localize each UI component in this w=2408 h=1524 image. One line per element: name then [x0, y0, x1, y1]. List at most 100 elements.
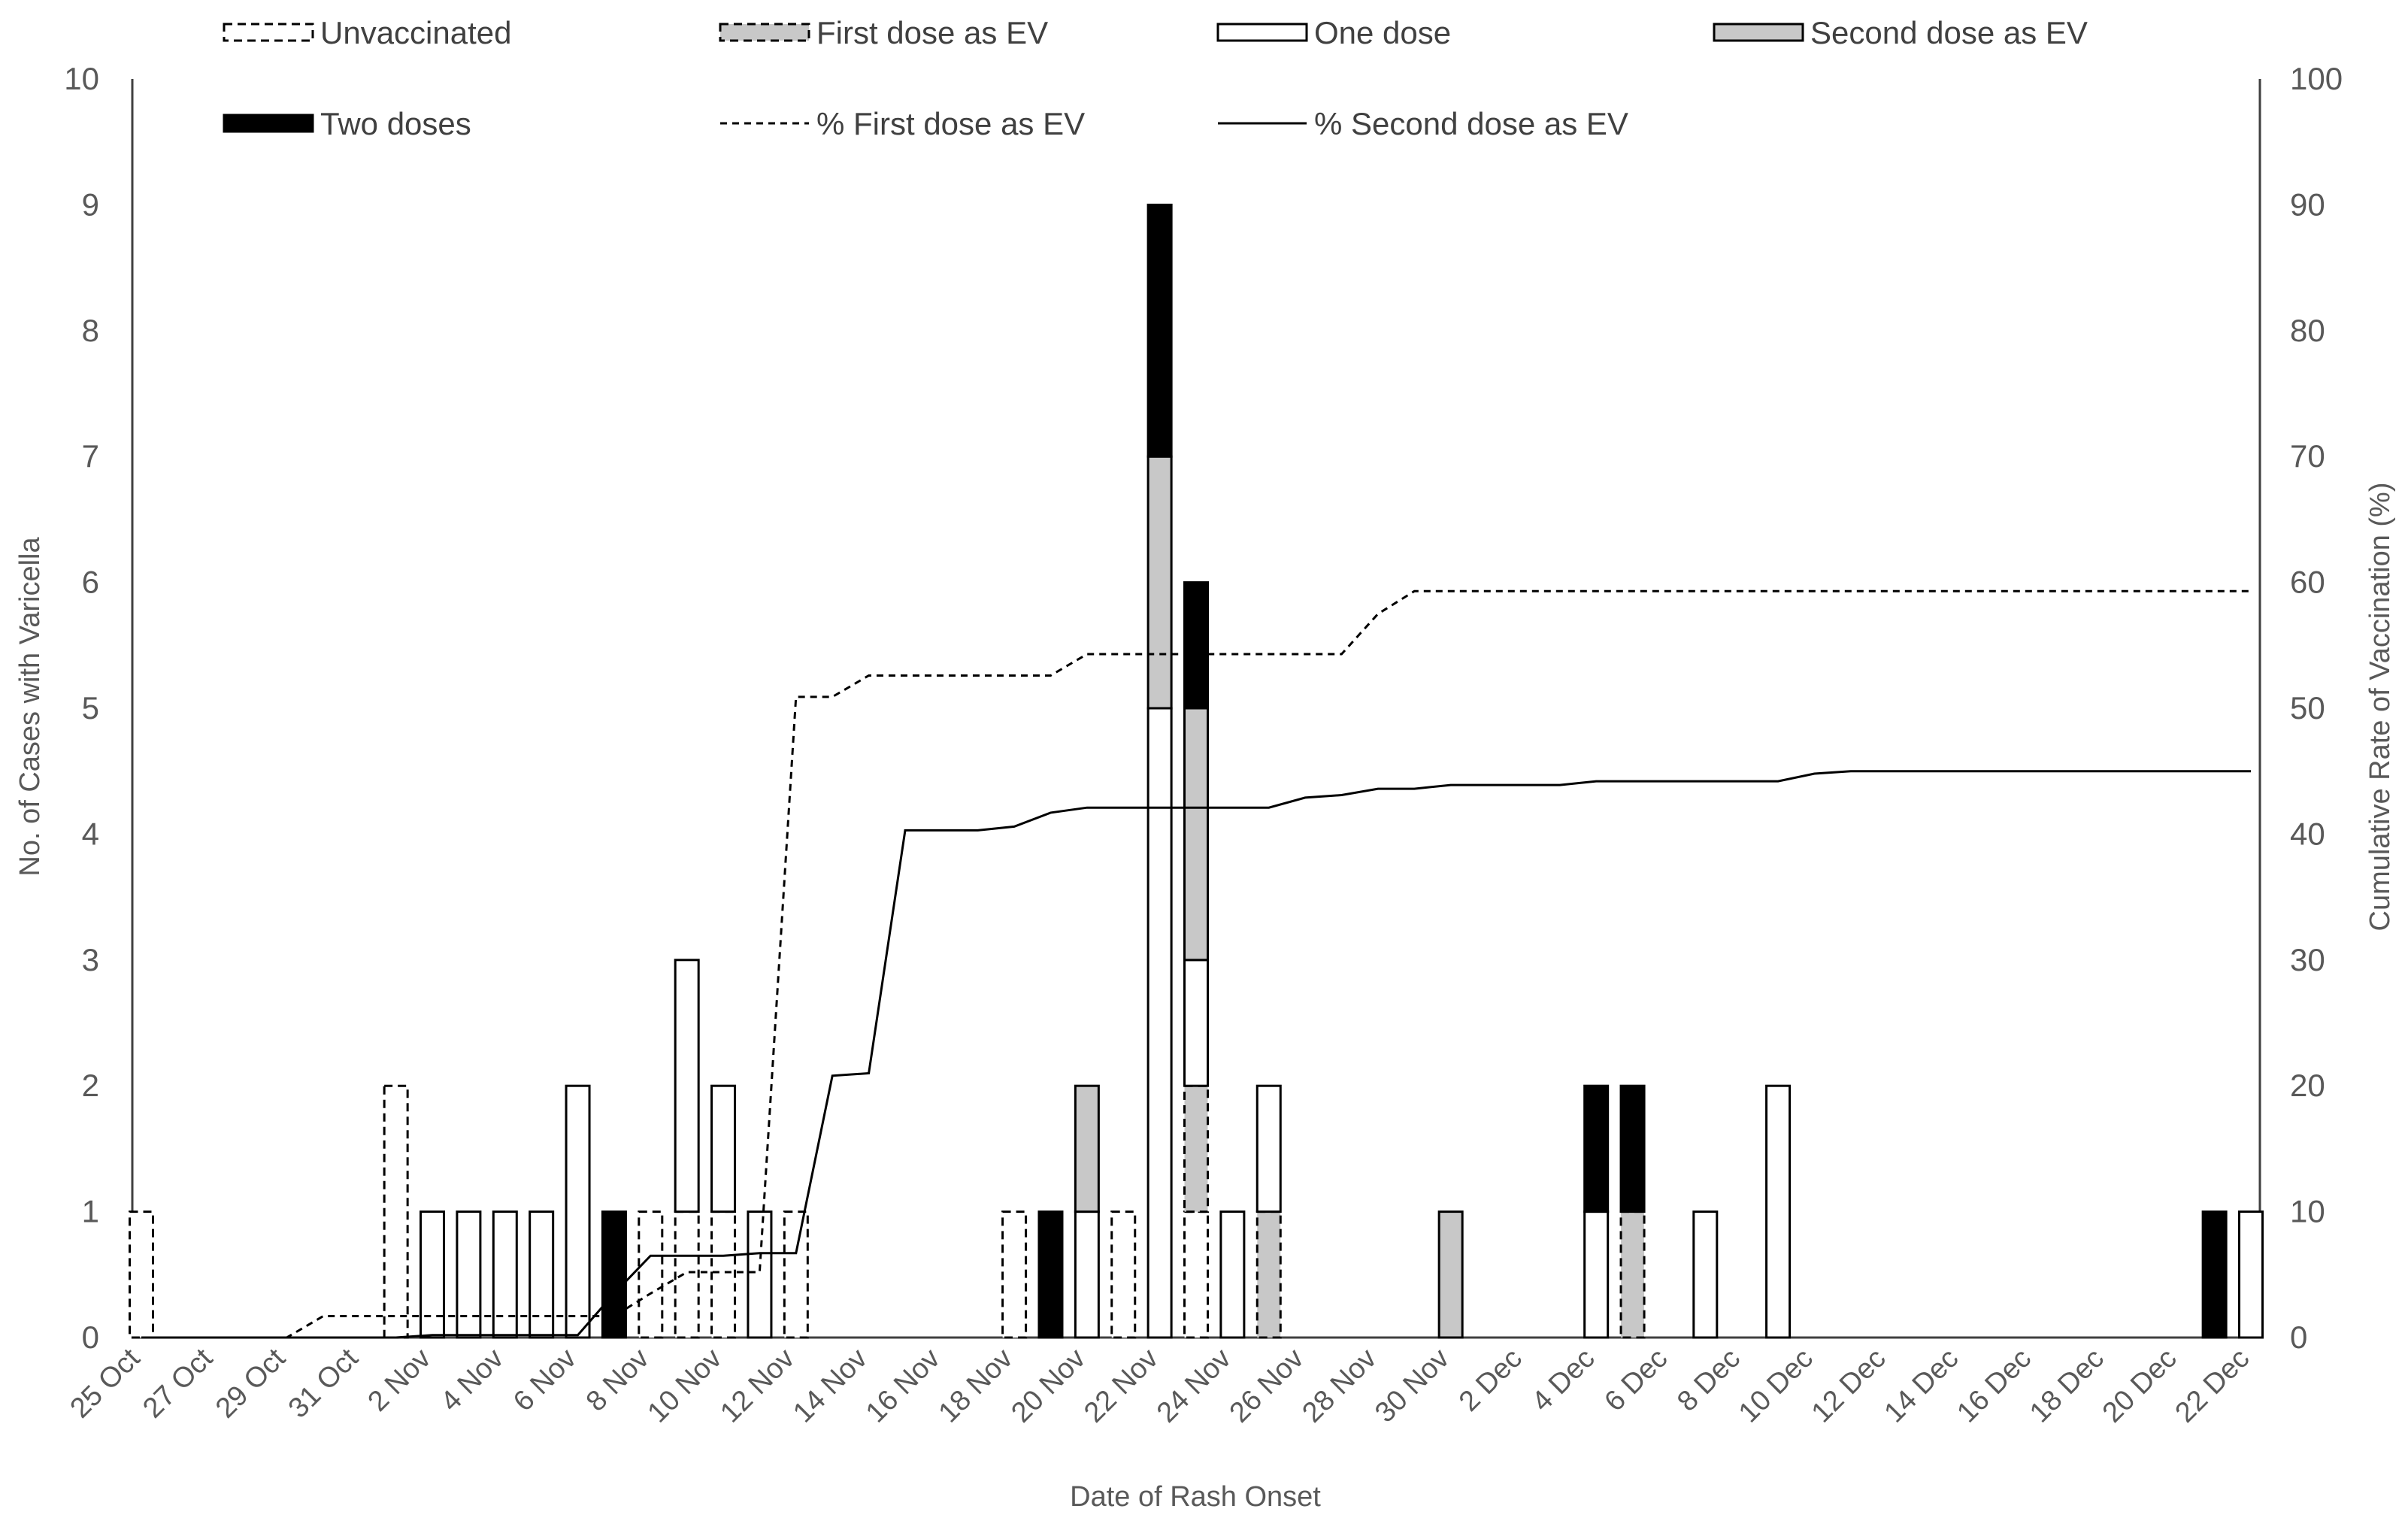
y-tick-label: 8	[82, 313, 99, 348]
y-tick-label: 10	[64, 61, 99, 96]
bar-segment	[1146, 203, 1173, 458]
bar-segment	[1074, 1210, 1100, 1339]
bar-segment	[1692, 1210, 1719, 1339]
y2-tick-label: 20	[2290, 1068, 2325, 1103]
y2-tick-label: 0	[2290, 1319, 2307, 1355]
x-tick-label: 14 Dec	[1878, 1343, 1964, 1429]
legend-label: Two doses	[320, 106, 471, 141]
legend-swatch	[223, 23, 314, 42]
x-tick-label: 10 Nov	[642, 1343, 728, 1429]
bar-segment	[383, 1084, 409, 1339]
bar-segment	[492, 1210, 518, 1339]
y2-tick-label: 90	[2290, 186, 2325, 222]
legend-label: % Second dose as EV	[1314, 106, 1628, 141]
legend: Unvaccinated First dose as EV One dose Seco…	[223, 15, 2088, 141]
x-tick-label: 20 Dec	[2097, 1343, 2183, 1429]
x-tick-label: 31 Oct	[283, 1342, 365, 1424]
bar-segment	[1146, 707, 1173, 1339]
bar-segment	[529, 1210, 555, 1339]
bar-segment	[1183, 707, 1209, 962]
legend-label: % First dose as EV	[816, 106, 1085, 141]
y-tick-label: 6	[82, 565, 99, 600]
y-tick-label: 1	[82, 1194, 99, 1229]
x-tick-label: 22 Dec	[2170, 1343, 2256, 1429]
bar-segment	[747, 1210, 773, 1339]
legend-label: Second dose as EV	[1810, 15, 2088, 50]
x-tick-label: 6 Dec	[1598, 1343, 1673, 1418]
lines	[141, 589, 2251, 1339]
second-dose-ev-line	[141, 770, 2251, 1339]
y-tick-label: 5	[82, 690, 99, 726]
first-dose-ev-line	[141, 589, 2251, 1339]
bar-segment	[1146, 455, 1173, 710]
bar-segment	[1583, 1210, 1610, 1339]
x-tick-label: 16 Nov	[860, 1343, 947, 1429]
x-axis-title: Date of Rash Onset	[1070, 1481, 1321, 1513]
x-tick-label: 4 Dec	[1526, 1343, 1601, 1418]
bar-segment	[129, 1210, 154, 1339]
bar-segment	[710, 1084, 737, 1213]
y2-tick-label: 80	[2290, 313, 2325, 348]
bar-segment	[1183, 581, 1209, 710]
legend-label: Unvaccinated	[320, 15, 511, 50]
bar-segment	[1001, 1210, 1028, 1339]
bar-segment	[674, 959, 700, 1213]
x-tick-label: 2 Dec	[1453, 1343, 1528, 1418]
y-tick-label: 9	[82, 186, 99, 222]
bar-segment	[601, 1210, 627, 1339]
x-tick-label: 6 Nov	[507, 1343, 583, 1418]
y2-tick-label: 100	[2290, 61, 2343, 96]
bar-segment	[1437, 1210, 1464, 1339]
x-tick-label: 30 Nov	[1369, 1343, 1455, 1429]
x-tick-label: 16 Dec	[1951, 1343, 2037, 1429]
bar-segment	[1037, 1210, 1064, 1339]
x-tick-label: 24 Nov	[1151, 1343, 1237, 1429]
y2-tick-label: 40	[2290, 816, 2325, 851]
bars	[129, 203, 2264, 1339]
bar-segment	[783, 1210, 809, 1339]
bar-segment	[1619, 1084, 1646, 1213]
x-tick-label: 2 Nov	[362, 1343, 437, 1418]
bar-segment	[1583, 1084, 1610, 1213]
x-tick-label: 28 Nov	[1296, 1343, 1383, 1429]
x-tick-label: 12 Dec	[1806, 1343, 1892, 1429]
y2-tick-label: 60	[2290, 565, 2325, 600]
y2-tick-label: 10	[2290, 1194, 2325, 1229]
x-tick-label: 26 Nov	[1224, 1343, 1310, 1429]
bar-segment	[1765, 1084, 1792, 1339]
y2-tick-label: 30	[2290, 942, 2325, 977]
y-tick-label: 4	[82, 816, 99, 851]
legend-label: One dose	[1314, 15, 1451, 50]
bar-segment	[1183, 1210, 1209, 1339]
legend-swatch	[1713, 23, 1804, 42]
bar-segment	[456, 1210, 482, 1339]
bar-segment	[2238, 1210, 2264, 1339]
x-tick-label: 12 Nov	[714, 1343, 801, 1429]
x-tick-label: 10 Dec	[1733, 1343, 1819, 1429]
x-tick-label: 22 Nov	[1078, 1343, 1165, 1429]
bar-segment	[1074, 1084, 1100, 1213]
x-tick-label: 18 Dec	[2024, 1343, 2110, 1429]
bar-segment	[1110, 1210, 1137, 1339]
x-tick-label: 18 Nov	[933, 1343, 1019, 1429]
bar-segment	[1183, 959, 1209, 1087]
bar-segment	[710, 1210, 737, 1339]
x-tick-label: 4 Nov	[435, 1343, 510, 1418]
bar-segment	[674, 1210, 700, 1339]
y2-tick-label: 70	[2290, 438, 2325, 474]
bar-segment	[1255, 1084, 1282, 1213]
y-tick-label: 2	[82, 1068, 99, 1103]
legend-swatch	[1216, 23, 1308, 42]
bar-segment	[565, 1084, 591, 1339]
legend-label: First dose as EV	[816, 15, 1048, 50]
legend-swatch	[223, 114, 314, 133]
bar-segment	[1219, 1210, 1246, 1339]
x-tick-label: 25 Oct	[65, 1342, 147, 1424]
x-tick-label: 29 Oct	[210, 1342, 292, 1424]
bar-segment	[1619, 1210, 1646, 1339]
x-tick-label: 20 Nov	[1005, 1343, 1092, 1429]
bar-segment	[1183, 1084, 1209, 1213]
y-tick-label: 3	[82, 942, 99, 977]
y2-tick-label: 50	[2290, 690, 2325, 726]
